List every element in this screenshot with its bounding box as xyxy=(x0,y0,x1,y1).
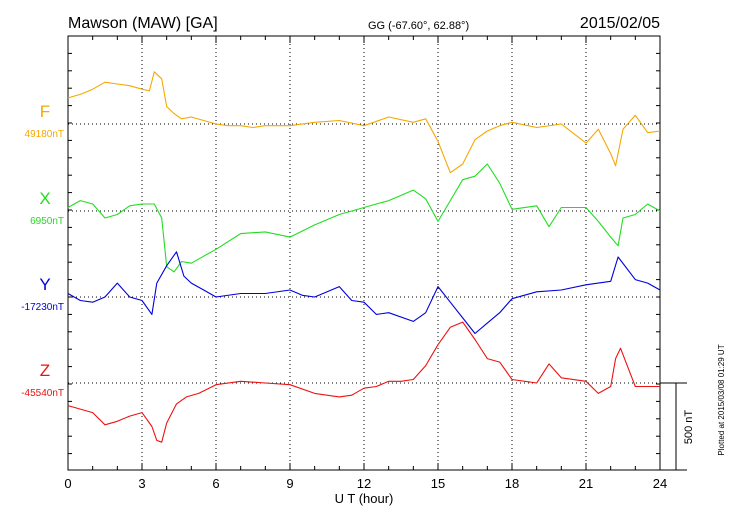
series-y-baseline-label: -17230nT xyxy=(21,302,64,313)
x-tick-label: 18 xyxy=(505,476,519,491)
scale-bar: 500 nT xyxy=(660,382,695,471)
x-tick-label: 12 xyxy=(357,476,371,491)
x-tick-labels: 0 3 6 9 12 15 18 21 24 xyxy=(64,476,667,491)
series-z-baseline-label: -45540nT xyxy=(21,388,64,399)
x-tick-label: 0 xyxy=(64,476,71,491)
series-f-name: F xyxy=(40,102,50,121)
x-axis-label: U T (hour) xyxy=(335,491,394,506)
series-f-baseline-label: 49180nT xyxy=(25,129,64,140)
axis-ticks xyxy=(67,36,661,470)
coordinates-label: GG (-67.60°, 62.88°) xyxy=(368,20,469,32)
grid-lines xyxy=(68,36,660,470)
x-tick-label: 24 xyxy=(653,476,667,491)
series-lines xyxy=(67,71,661,443)
x-tick-label: 9 xyxy=(286,476,293,491)
x-tick-label: 21 xyxy=(579,476,593,491)
series-y-name: Y xyxy=(39,275,50,294)
scale-bar-label: 500 nT xyxy=(683,410,695,445)
station-title: Mawson (MAW) [GA] xyxy=(68,15,218,32)
series-x-baseline-label: 6950nT xyxy=(30,216,64,227)
plotted-timestamp: Plotted at 2015/03/08 01:29 UT xyxy=(717,344,726,455)
x-tick-label: 6 xyxy=(212,476,219,491)
series-labels: F 49180nT X 6950nT Y -17230nT Z -45540nT xyxy=(21,102,64,399)
x-tick-label: 15 xyxy=(431,476,445,491)
date-label: 2015/02/05 xyxy=(580,15,660,32)
series-y-line xyxy=(67,251,661,335)
series-z-name: Z xyxy=(40,361,50,380)
series-f-line xyxy=(67,71,661,174)
series-x-name: X xyxy=(39,189,50,208)
x-tick-label: 3 xyxy=(138,476,145,491)
series-x-line xyxy=(67,163,661,273)
series-z-line xyxy=(67,321,660,443)
